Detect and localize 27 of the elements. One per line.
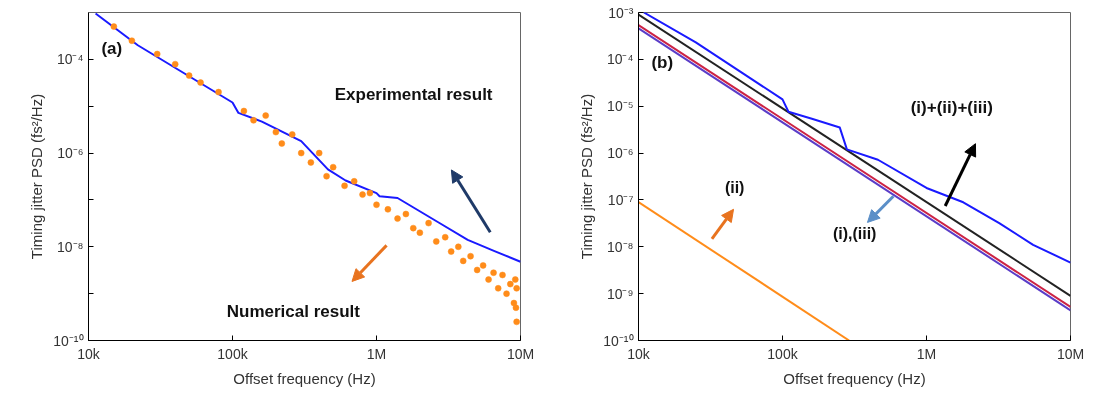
y-tick-label: 10⁻⁷ — [607, 191, 634, 208]
y-axis-title: Timing jitter PSD (fs²/Hz) — [28, 93, 46, 260]
y-tick-label: 10⁻⁶ — [57, 145, 84, 162]
y-tick-label: 10⁻⁴ — [56, 51, 84, 68]
x-tick-label: 1M — [366, 345, 387, 362]
x-tick-label: 100k — [767, 345, 799, 362]
x-tick-label: 100k — [217, 345, 249, 362]
annotation: Numerical result — [226, 301, 361, 321]
annotation: (i)+(ii)+(iii) — [910, 98, 993, 118]
x-tick-label: 1M — [916, 345, 937, 362]
x-tick-label: 10M — [1056, 345, 1085, 362]
annotation: (b) — [651, 52, 674, 72]
y-tick-label: 10⁻⁶ — [607, 145, 634, 162]
y-tick-label: 10⁻³ — [608, 4, 634, 21]
x-axis-title: Offset frequency (Hz) — [233, 369, 376, 387]
y-tick-label: 10⁻⁴ — [606, 51, 634, 68]
x-tick-label: 10M — [506, 345, 535, 362]
x-axis-title: Offset frequency (Hz) — [783, 369, 926, 387]
annotation: (i),(iii) — [832, 225, 877, 243]
y-axis-title: Timing jitter PSD (fs²/Hz) — [578, 93, 596, 260]
y-tick-label: 10⁻⁵ — [607, 98, 634, 115]
y-tick-label: 10⁻⁸ — [607, 238, 634, 255]
annotation: Experimental result — [334, 85, 493, 105]
annotation: (ii) — [724, 179, 745, 197]
annotation: (a) — [101, 39, 123, 59]
y-tick-label: 10⁻⁹ — [606, 285, 634, 302]
y-tick-label: 10⁻⁸ — [57, 238, 84, 255]
